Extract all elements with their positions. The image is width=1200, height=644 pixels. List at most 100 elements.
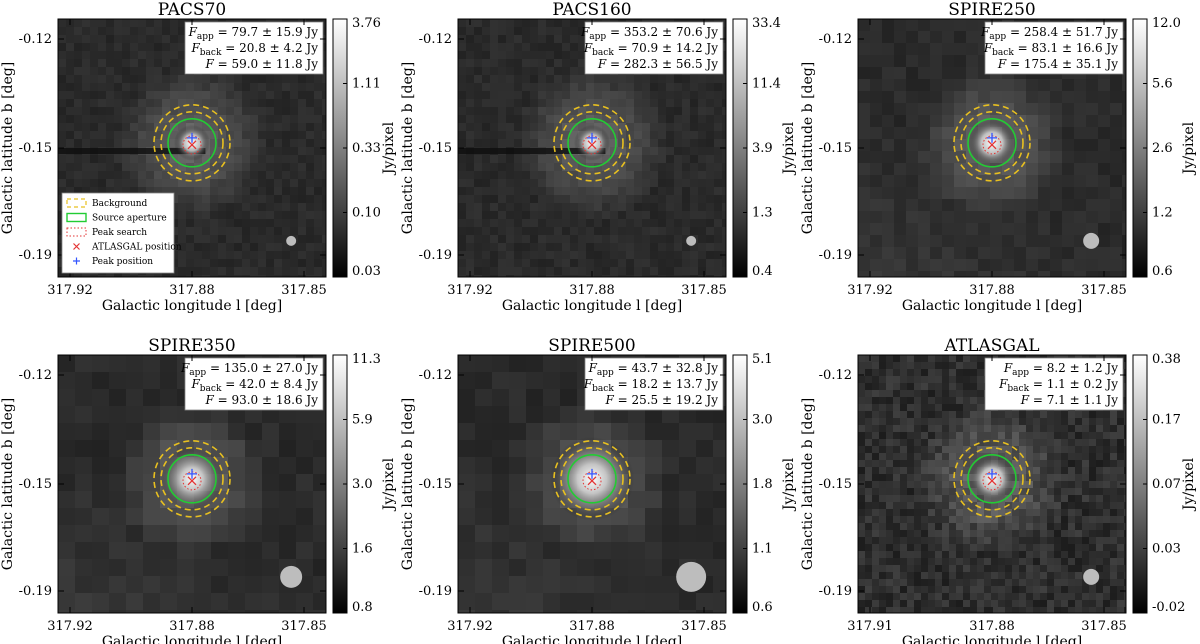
image-pixel: [296, 593, 313, 610]
image-pixel: [930, 139, 942, 151]
image-pixel: [538, 75, 546, 83]
image-pixel: [977, 523, 984, 530]
image-pixel: [266, 115, 274, 123]
image-pixel: [474, 259, 482, 267]
image-pixel: [886, 607, 893, 613]
image-pixel: [956, 453, 963, 460]
image-pixel: [170, 171, 178, 179]
image-pixel: [474, 235, 482, 243]
image-pixel: [522, 35, 530, 43]
flux-line-back: Fback = 20.8 ± 4.2 Jy: [190, 41, 318, 58]
source-aperture: [567, 454, 617, 504]
image-pixel: [458, 67, 466, 75]
image-pixel: [906, 151, 918, 163]
image-pixel: [322, 171, 326, 179]
image-pixel: [322, 187, 326, 195]
image-pixel: [858, 523, 865, 530]
image-pixel: [1110, 488, 1117, 495]
image-pixel: [618, 275, 626, 277]
image-pixel: [858, 404, 865, 411]
image-pixel: [1082, 600, 1089, 607]
image-pixel: [722, 83, 726, 91]
image-pixel: [1047, 593, 1054, 600]
image-pixel: [106, 51, 114, 59]
image-pixel: [492, 372, 509, 389]
image-pixel: [514, 51, 522, 59]
image-pixel: [658, 163, 666, 171]
image-pixel: [474, 131, 482, 139]
image-pixel: [58, 593, 75, 610]
image-pixel: [921, 537, 928, 544]
image-pixel: [218, 155, 226, 163]
image-pixel: [482, 43, 490, 51]
image-pixel: [570, 203, 578, 211]
colorbar-tick-label: 11.3: [352, 352, 381, 367]
image-pixel: [1110, 586, 1117, 593]
image-pixel: [211, 542, 228, 559]
image-pixel: [106, 19, 114, 27]
colorbar-tick-label: 1.11: [352, 77, 381, 92]
image-pixel: [858, 516, 865, 523]
image-pixel: [977, 502, 984, 509]
image-pixel: [290, 195, 298, 203]
image-pixel: [935, 460, 942, 467]
image-pixel: [645, 525, 662, 542]
image-pixel: [58, 508, 75, 525]
image-pixel: [886, 474, 893, 481]
image-pixel: [682, 155, 690, 163]
image-pixel: [146, 123, 154, 131]
image-pixel: [298, 99, 306, 107]
image-pixel: [1054, 418, 1061, 425]
image-pixel: [554, 243, 562, 251]
image-pixel: [514, 139, 522, 147]
image-pixel: [322, 115, 326, 123]
image-pixel: [872, 411, 879, 418]
image-pixel: [674, 251, 682, 259]
image-pixel: [66, 155, 74, 163]
image-pixel: [1033, 537, 1040, 544]
image-pixel: [1082, 488, 1089, 495]
image-pixel: [907, 481, 914, 488]
image-pixel: [250, 275, 258, 277]
image-pixel: [92, 491, 109, 508]
image-pixel: [722, 275, 726, 277]
image-pixel: [506, 107, 514, 115]
image-pixel: [594, 542, 611, 559]
image-pixel: [942, 67, 954, 79]
image-pixel: [956, 537, 963, 544]
image-pixel: [977, 404, 984, 411]
image-pixel: [1089, 537, 1096, 544]
image-pixel: [482, 227, 490, 235]
image-pixel: [998, 565, 1005, 572]
image-pixel: [562, 267, 570, 275]
image-pixel: [1075, 523, 1082, 530]
image-pixel: [1117, 495, 1124, 502]
image-pixel: [143, 355, 160, 372]
image-pixel: [1086, 199, 1098, 211]
image-pixel: [245, 508, 262, 525]
image-pixel: [858, 390, 865, 397]
image-pixel: [645, 542, 662, 559]
image-pixel: [474, 59, 482, 67]
image-pixel: [290, 91, 298, 99]
image-pixel: [482, 19, 490, 27]
image-pixel: [122, 67, 130, 75]
image-pixel: [956, 551, 963, 558]
image-pixel: [696, 457, 713, 474]
image-pixel: [586, 219, 594, 227]
image-pixel: [893, 579, 900, 586]
image-pixel: [210, 171, 218, 179]
image-pixel: [1117, 558, 1124, 565]
image-pixel: [907, 467, 914, 474]
image-pixel: [250, 171, 258, 179]
image-pixel: [562, 99, 570, 107]
image-pixel: [865, 404, 872, 411]
image-pixel: [893, 404, 900, 411]
image-pixel: [186, 275, 194, 277]
image-pixel: [1038, 163, 1050, 175]
image-pixel: [228, 508, 245, 525]
y-tick-label: -0.19: [19, 248, 52, 263]
flux-box-frame: [584, 357, 724, 411]
image-pixel: [935, 572, 942, 579]
